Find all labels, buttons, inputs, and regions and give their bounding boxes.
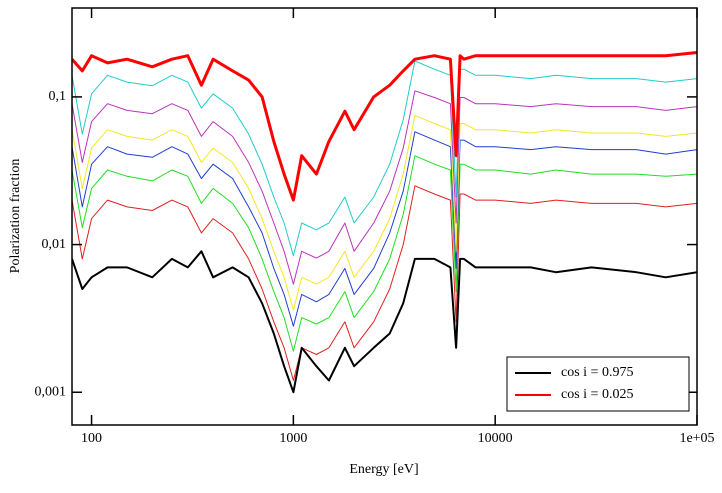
legend-label: cos i = 0.975: [561, 365, 633, 380]
series-line: [72, 114, 697, 311]
series-line: [72, 60, 697, 257]
series-line: [72, 185, 697, 381]
series-line: [72, 90, 697, 285]
y-tick-label: 0,1: [49, 89, 67, 104]
x-tick-label: 1000: [279, 431, 307, 446]
legend-box: [506, 356, 690, 412]
series-line: [72, 155, 697, 352]
y-axis-label: Polarization fraction: [8, 159, 23, 274]
y-tick-label: 0,001: [35, 384, 67, 399]
plot-area: [72, 51, 697, 394]
series-line: [72, 51, 697, 202]
x-tick-label: 1e+05: [679, 431, 714, 446]
x-axis-label: Energy [eV]: [349, 462, 418, 477]
x-tick-label: 100: [81, 431, 102, 446]
series-line: [72, 250, 697, 394]
x-tick-label: 10000: [478, 431, 513, 446]
series-line: [72, 131, 697, 327]
y-tick-label: 0,01: [42, 237, 67, 252]
plot-frame: [71, 7, 698, 426]
legend-label: cos i = 0.025: [561, 387, 633, 402]
